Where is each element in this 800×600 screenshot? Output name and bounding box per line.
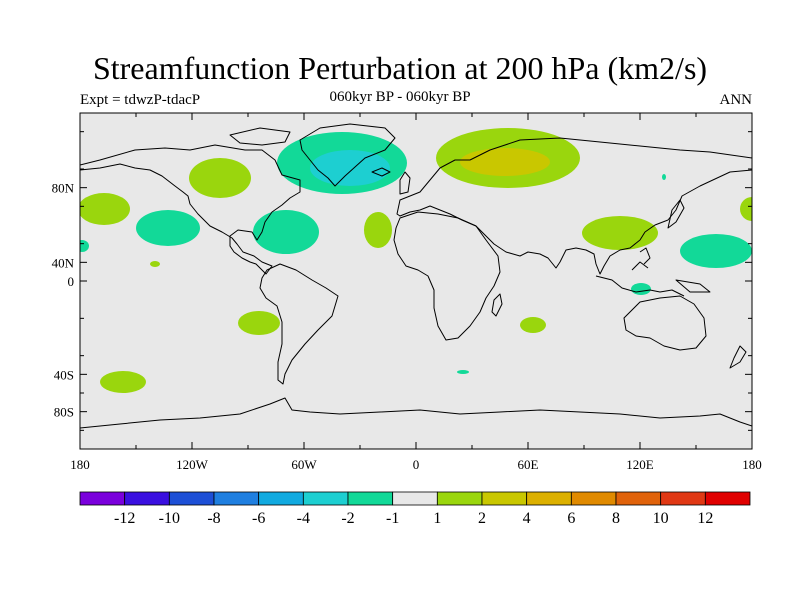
- region-north-pacific: [136, 210, 200, 246]
- colorbar-label: 2: [478, 510, 486, 527]
- colorbar-swatch: [704, 491, 751, 506]
- latitude-axis: 80N 40N 0 40S 80S: [52, 131, 752, 431]
- region-west-edge: [80, 240, 89, 252]
- colorbar-swatch: [302, 491, 349, 506]
- colorbar-label: 1: [433, 510, 441, 527]
- coast-iceland: [371, 167, 391, 177]
- colorbar-label: -8: [207, 510, 220, 527]
- colorbar-label: 4: [523, 510, 531, 527]
- colorbar-swatch: [258, 491, 304, 506]
- colorbar-swatch: [124, 491, 170, 506]
- region-arctic-small: [662, 174, 666, 180]
- colorbar-swatch: [660, 491, 706, 506]
- coast-australia: [623, 295, 707, 351]
- coast-antarctica: [80, 397, 752, 429]
- period-label: 060kyr BP - 060kyr BP: [329, 89, 471, 105]
- region-china: [582, 216, 658, 250]
- colorbar-label: -12: [114, 510, 135, 527]
- colorbar-swatch: [168, 491, 215, 506]
- lon-tick-label: 60E: [518, 457, 539, 472]
- longitude-axis: 180 120W 60W 0 60E 120E 180: [70, 113, 762, 472]
- colorbar-label: 8: [612, 510, 620, 527]
- colorbar: -12 -10 -8 -6 -4 -2 -1 1 2 4 6 8 10 12: [79, 491, 751, 527]
- lat-tick-label: 40N: [52, 255, 75, 270]
- region-pacific-small: [150, 261, 160, 267]
- plot-title: Streamfunction Perturbation at 200 hPa (…: [92, 50, 708, 86]
- lon-tick-label: 120E: [626, 457, 654, 472]
- colorbar-swatch: [570, 491, 617, 506]
- colorbar-swatch: [392, 491, 438, 506]
- coast-new-zealand: [729, 345, 747, 369]
- colorbar-swatch: [347, 491, 394, 506]
- lon-tick-label: 0: [413, 457, 420, 472]
- lon-tick-label: 60W: [291, 457, 317, 472]
- region-south-indian: [520, 317, 546, 333]
- coast-africa: [393, 211, 501, 341]
- coast-greenland: [299, 123, 396, 187]
- region-north-america: [189, 158, 251, 198]
- lon-tick-label: 180: [70, 457, 90, 472]
- region-indonesia: [631, 283, 651, 295]
- colorbar-swatch: [79, 491, 126, 506]
- colorbar-label: -2: [341, 510, 354, 527]
- colorbar-swatch: [436, 491, 483, 506]
- region-north-atlantic-core: [310, 150, 390, 186]
- colorbar-swatch: [213, 491, 260, 506]
- colorbar-label: 6: [567, 510, 575, 527]
- region-east-pacific: [80, 193, 130, 225]
- coast-south-america: [259, 263, 339, 385]
- colorbar-swatch: [481, 491, 528, 506]
- colorbar-label: -1: [386, 510, 399, 527]
- coast-indonesia: [595, 247, 685, 297]
- lat-tick-label: 0: [68, 274, 75, 289]
- coast-madagascar: [491, 293, 503, 317]
- region-subtropical-atlantic: [364, 212, 392, 248]
- season-label: ANN: [719, 92, 753, 108]
- map-background: [80, 113, 752, 449]
- anomaly-regions: [80, 128, 752, 393]
- region-west-pacific: [680, 234, 752, 268]
- coastlines: [80, 123, 752, 429]
- coast-uk: [399, 171, 411, 195]
- experiment-label: Expt = tdwzP-tdacP: [80, 92, 201, 108]
- lat-tick-label: 80S: [54, 405, 74, 420]
- colorbar-label: -4: [297, 510, 310, 527]
- coast-japan: [667, 199, 685, 229]
- coast-eurasia: [396, 137, 752, 275]
- lat-tick-label: 80N: [52, 181, 75, 196]
- region-caribbean: [253, 210, 319, 254]
- lon-tick-label: 120W: [176, 457, 209, 472]
- region-eurasia-core: [460, 148, 550, 176]
- region-southern-small: [457, 370, 469, 374]
- region-east-edge: [740, 197, 752, 221]
- colorbar-label: 12: [697, 510, 713, 527]
- colorbar-label: 10: [653, 510, 669, 527]
- lon-tick-label: 180: [742, 457, 762, 472]
- region-southern-ocean: [100, 371, 146, 393]
- colorbar-swatch: [615, 491, 662, 506]
- coast-north-america: [80, 144, 301, 275]
- region-south-pacific: [238, 311, 280, 335]
- coast-new-guinea: [675, 279, 711, 293]
- colorbar-swatch: [526, 491, 572, 506]
- colorbar-label: -6: [252, 510, 265, 527]
- colorbar-label: -10: [159, 510, 180, 527]
- lat-tick-label: 40S: [54, 367, 74, 382]
- coast-arctic-islands: [229, 127, 291, 146]
